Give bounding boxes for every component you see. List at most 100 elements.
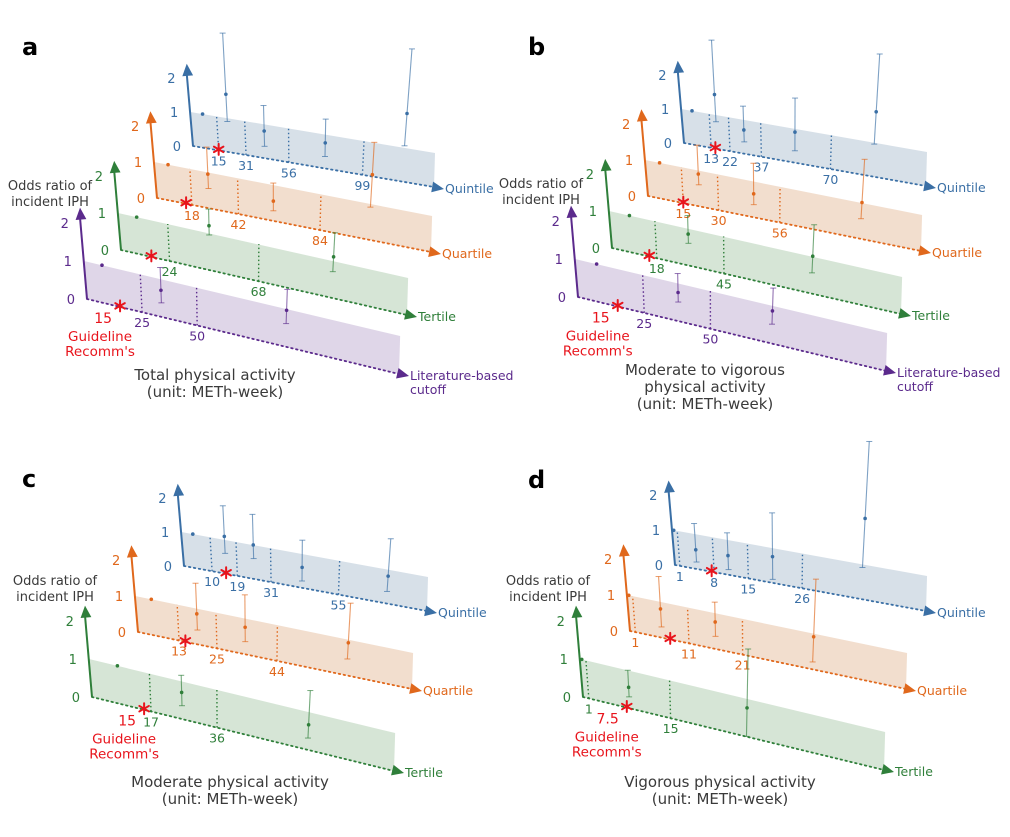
odds-ratio-point — [262, 129, 266, 133]
guideline-star-icon — [709, 141, 722, 155]
cutoff-line — [829, 134, 833, 169]
y-axis-line — [113, 170, 122, 251]
guideline-label: Guideline — [575, 730, 639, 746]
error-bar — [726, 532, 730, 570]
y-tick-label: 0 — [164, 560, 172, 575]
odds-ratio-point — [271, 199, 276, 203]
layer-label: Quartile — [917, 683, 967, 698]
x-axis-line — [192, 145, 435, 188]
error-bar — [873, 53, 881, 145]
y-tick-label: 1 — [555, 253, 563, 268]
cutoff-label: 18 — [649, 261, 665, 276]
x-axis-title-line: Moderate to vigorous — [625, 361, 785, 379]
panel-letter: a — [22, 33, 38, 61]
y-axis-title: incident IPH — [11, 195, 89, 210]
x-axis-title-line: Vigorous physical activity — [624, 773, 816, 791]
layer-label: Quartile — [423, 683, 473, 698]
odds-ratio-point — [686, 232, 690, 236]
y-axis-title: incident IPH — [509, 590, 587, 605]
layer-quartile: 0 1 2 18 42 84 Quartile — [131, 111, 492, 261]
cutoff-label: 1 — [585, 701, 593, 716]
cutoff-label: 18 — [184, 208, 200, 223]
odds-ratio-point — [658, 607, 663, 611]
odds-ratio-point — [863, 516, 867, 521]
ribbon — [579, 659, 886, 770]
error-bar — [627, 670, 630, 697]
y-axis-line — [79, 217, 88, 300]
cutoff-label: 11 — [681, 646, 697, 661]
layer-quintile: 0 1 2 13 22 37 70 Quintile — [658, 39, 986, 195]
y-axis-title: Odds ratio of — [506, 574, 591, 589]
odds-ratio-point — [284, 308, 289, 313]
layer-tertile: 0 1 2 18 45 Tertile — [586, 158, 950, 323]
cutoff-label: 25 — [636, 316, 652, 331]
error-bar — [812, 579, 817, 662]
layer-quartile: 0 1 2 13 25 44 Quartile — [112, 545, 473, 698]
layer-label: Literature-based — [410, 368, 513, 383]
odds-ratio-point — [751, 192, 756, 196]
cutoff-label: 21 — [735, 658, 751, 673]
y-tick-label: 1 — [161, 526, 169, 541]
x-axis-title-line: (unit: METh-week) — [637, 395, 774, 413]
odds-ratio-point — [323, 141, 328, 145]
y-tick-label: 2 — [158, 492, 166, 507]
odds-ratio-point — [159, 288, 163, 293]
odds-ratio-point — [243, 625, 247, 630]
guideline-label: Recomm's — [89, 747, 159, 763]
x-axis-title-line: Moderate physical activity — [131, 773, 329, 791]
y-tick-label: 2 — [557, 615, 565, 630]
x-axis-arrow-icon — [431, 181, 444, 193]
guideline-star-icon — [212, 142, 225, 156]
cutoff-label: 19 — [229, 579, 245, 594]
y-axis-line — [676, 70, 685, 144]
x-axis-title: Vigorous physical activity(unit: METh-we… — [624, 773, 816, 808]
y-tick-label: 1 — [115, 590, 123, 605]
y-tick-label: 2 — [604, 553, 612, 568]
odds-ratio-point — [306, 722, 311, 727]
odds-ratio-point — [594, 262, 599, 266]
x-axis-arrow-icon — [881, 763, 894, 775]
odds-ratio-point — [676, 290, 680, 295]
panel-a: a 0 1 2 15 31 56 99 Quintile 0 1 2 18 42 84 Quartile 0 1 2… — [8, 32, 513, 401]
cutoff-label: 13 — [171, 644, 187, 659]
error-bar — [251, 514, 255, 559]
y-tick-label: 1 — [64, 255, 72, 270]
y-axis-title: incident IPH — [502, 193, 580, 208]
y-tick-label: 1 — [170, 106, 178, 121]
guideline-value-label: 15 — [118, 714, 136, 730]
odds-ratio-point — [207, 223, 211, 228]
odds-ratio-point — [405, 111, 409, 116]
y-axis-arrow-icon — [600, 158, 612, 172]
y-tick-label: 0 — [563, 691, 571, 706]
y-tick-label: 0 — [610, 625, 618, 640]
cutoff-label: 25 — [209, 651, 225, 666]
guideline-star-icon — [138, 702, 150, 716]
cutoff-label: 45 — [716, 276, 732, 291]
y-tick-label: 1 — [661, 103, 669, 118]
y-axis-line — [622, 554, 631, 632]
odds-ratio-point — [657, 161, 662, 165]
guideline-value-label: 7.5 — [597, 712, 619, 728]
error-bar — [285, 289, 288, 324]
cutoff-label: 25 — [134, 315, 150, 330]
ribbon — [609, 211, 903, 314]
error-bar — [386, 538, 392, 592]
x-axis-line — [120, 249, 408, 316]
guideline-star-icon — [664, 631, 676, 645]
y-axis-line — [667, 490, 676, 566]
y-axis-arrow-icon — [173, 483, 185, 497]
x-axis-arrow-icon — [409, 683, 422, 694]
odds-ratio-point — [745, 706, 749, 710]
y-axis-line — [604, 168, 613, 249]
error-bar — [222, 33, 228, 122]
ribbon — [574, 259, 888, 371]
error-bar — [206, 147, 210, 189]
y-tick-label: 2 — [66, 615, 74, 630]
layer-label: Quintile — [438, 605, 487, 620]
y-tick-label: 0 — [173, 140, 181, 155]
guideline-star-icon — [705, 564, 718, 578]
x-axis-line — [683, 142, 927, 187]
y-axis-arrow-icon — [182, 63, 194, 77]
